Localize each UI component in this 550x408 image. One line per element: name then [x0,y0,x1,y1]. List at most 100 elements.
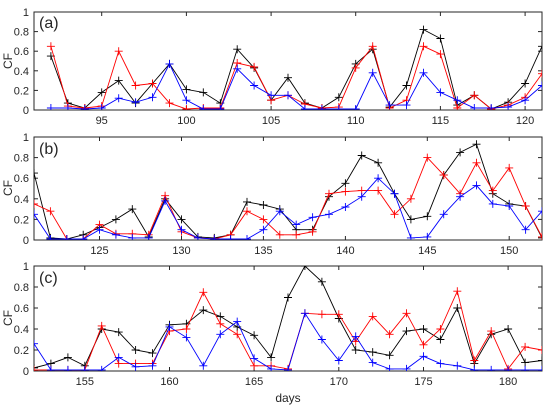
panel-b: 125 130 135 140 145 150 0 0.2 0.4 0.6 0.8 1 (b) CF [1,132,543,257]
data-point-blue-c-6 [131,362,140,371]
data-point-black-c-0 [34,363,38,371]
data-point-blue-c-29 [521,365,530,371]
y-tick-label-c-2: 0.4 [14,324,29,336]
data-point-blue-a-28 [521,96,530,105]
data-point-red-b-27 [472,158,481,167]
data-point-blue-a-26 [487,104,496,110]
data-point-blue-a-11 [233,64,242,73]
data-point-blue-b-13 [243,235,251,240]
data-point-black-a-29 [538,42,542,51]
data-point-black-b-20 [357,151,366,160]
data-point-red-b-22 [390,210,399,219]
data-point-blue-a-29 [538,81,542,90]
data-point-blue-c-3 [80,365,89,371]
data-point-blue-a-8 [182,96,191,105]
data-point-black-c-22 [402,327,411,336]
y-tick-label-c-5: 1 [23,261,29,273]
data-point-red-b-25 [439,171,448,180]
series-black-c [34,266,542,371]
x-tick-label-c-4: 175 [414,376,432,388]
data-point-blue-a-0 [46,104,55,110]
data-point-red-c-29 [521,342,530,351]
data-point-blue-c-26 [470,365,479,371]
x-tick-label-c-0: 155 [76,376,94,388]
data-point-blue-b-21 [374,174,383,183]
data-point-black-a-3 [97,88,106,97]
data-point-blue-c-25 [453,361,462,370]
data-point-blue-b-2 [62,235,71,240]
data-point-blue-b-30 [521,225,530,234]
data-point-blue-b-22 [390,189,399,198]
x-tick-label-b-4: 145 [418,245,436,257]
data-point-red-a-12 [250,62,259,71]
data-point-red-c-27 [487,327,496,336]
y-tick-label-b-3: 0.6 [14,173,29,185]
data-point-blue-b-12 [226,235,235,240]
y-tick-label-c-1: 0.2 [14,345,29,357]
series-blue-a [46,59,542,110]
y-tick-label-c-3: 0.6 [14,303,29,315]
data-point-blue-c-7 [148,361,157,370]
data-point-blue-a-2 [80,105,89,110]
data-point-black-c-2 [63,353,72,362]
data-point-red-b-31 [538,232,542,240]
data-point-black-b-0 [34,169,38,178]
data-point-black-c-23 [419,325,428,333]
data-point-blue-c-2 [63,365,72,371]
data-point-blue-a-1 [63,104,72,110]
data-point-blue-b-27 [472,181,481,190]
data-point-blue-b-31 [538,207,542,216]
data-point-black-b-9 [177,215,186,224]
data-point-red-b-14 [259,215,268,224]
data-point-blue-c-8 [165,322,174,331]
data-point-blue-a-3 [97,104,106,110]
data-point-blue-a-10 [216,105,225,110]
x-tick-label-a-4: 115 [432,115,450,127]
data-point-black-b-19 [341,179,350,188]
y-tick-label-b-5: 1 [23,132,29,144]
data-point-black-b-27 [472,140,481,149]
panel-c: 155 160 165 170 175 180 0 0.2 0.4 0.6 0.8 1 (c) CF [1,261,543,388]
data-point-blue-b-6 [128,233,137,240]
data-point-blue-c-27 [487,365,496,371]
data-point-blue-c-16 [300,309,309,318]
data-point-blue-c-28 [504,365,513,371]
data-point-blue-b-16 [292,220,301,229]
data-point-red-b-15 [275,230,284,239]
data-point-blue-a-20 [385,101,394,110]
data-point-blue-b-0 [34,210,38,219]
data-point-red-c-9 [182,325,191,333]
data-point-blue-b-1 [46,235,55,240]
data-point-black-a-9 [199,88,208,97]
data-point-red-c-12 [233,330,242,339]
x-tick-label-c-5: 180 [499,376,517,388]
data-point-blue-c-0 [34,339,38,348]
data-point-blue-b-19 [341,203,350,211]
data-point-black-b-26 [456,148,465,157]
data-point-blue-a-25 [470,104,479,110]
panel-a: 95 100 105 110 115 120 0 0.2 0.4 0.6 0.8 1 (a) CF [1,7,543,127]
data-point-red-b-17 [308,227,317,236]
data-point-red-a-7 [165,99,174,108]
y-tick-label-b-2: 0.4 [14,194,29,206]
x-tick-label-c-3: 170 [330,376,348,388]
data-point-blue-b-23 [406,233,415,240]
data-point-blue-b-25 [439,210,448,219]
data-point-red-b-1 [46,207,55,216]
data-point-blue-b-7 [144,233,153,240]
data-point-red-a-22 [419,42,428,51]
y-tick-label-a-0: 0 [23,105,29,117]
data-point-red-c-11 [216,319,225,328]
data-point-red-a-5 [131,81,140,90]
data-point-black-c-15 [284,293,292,302]
y-axis-title-a: CF [1,53,15,69]
x-tick-label-b-1: 130 [172,245,190,257]
data-point-red-a-23 [436,50,445,59]
data-point-red-c-21 [385,330,394,339]
data-point-red-b-30 [521,202,530,210]
data-point-blue-a-21 [402,101,411,110]
x-tick-label-b-3: 140 [336,245,354,257]
data-point-black-c-25 [453,304,462,312]
data-point-blue-c-21 [385,364,394,371]
series-line-red-a [50,45,542,110]
